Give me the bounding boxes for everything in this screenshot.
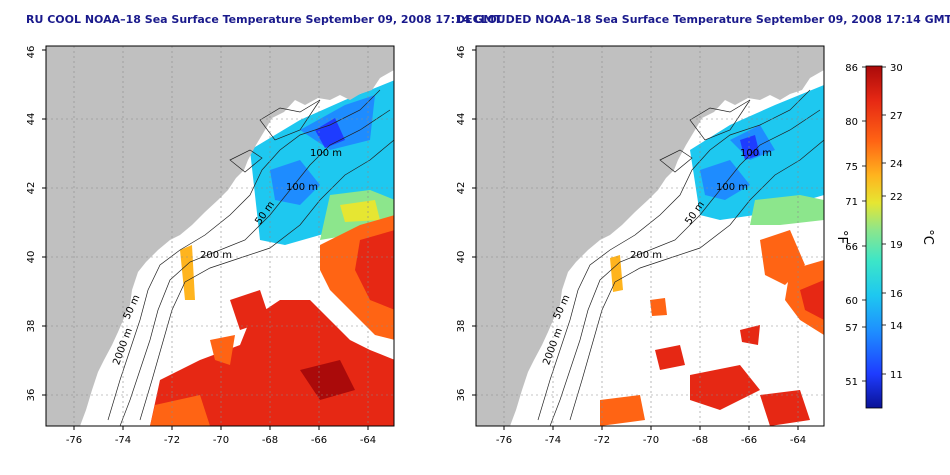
celsius-tick: 30: [890, 63, 903, 74]
right-contours: [537, 89, 824, 426]
fahrenheit-tick: 86: [845, 63, 858, 74]
lon-tick-label: -70: [643, 435, 659, 446]
lat-tick-label: 40: [26, 251, 37, 264]
lat-tick-label: 42: [456, 182, 467, 195]
right-map-frame: [475, 45, 825, 427]
right-contour-label: 100 m: [740, 148, 772, 159]
lon-tick-label: -64: [790, 435, 806, 446]
celsius-tick: 19: [890, 240, 903, 251]
lon-tick-label: -66: [311, 435, 327, 446]
celsius-tick: 14: [890, 321, 903, 332]
celsius-tick: 16: [890, 289, 903, 300]
fahrenheit-tick: 75: [845, 162, 858, 173]
right-panel-title: DECLOUDED NOAA–18 Sea Surface Temperatur…: [456, 13, 950, 26]
left-map: 100 m 100 m 50 m 200 m 50 m 2000 m: [45, 45, 395, 427]
fahrenheit-tick: 71: [845, 197, 858, 208]
lon-tick-label: -72: [164, 435, 180, 446]
left-contour-label: 100 m: [286, 182, 318, 193]
lat-tick-label: 46: [26, 46, 37, 59]
lon-tick-label: -70: [213, 435, 229, 446]
left-contours: [107, 89, 394, 426]
celsius-tick: 22: [890, 192, 903, 203]
fahrenheit-tick: 51: [845, 377, 858, 388]
lon-tick-label: -64: [360, 435, 376, 446]
fahrenheit-tick: 66: [845, 242, 858, 253]
right-contour-label: 100 m: [716, 182, 748, 193]
lon-tick-label: -76: [66, 435, 82, 446]
lat-tick-label: 38: [456, 320, 467, 333]
lon-tick-label: -74: [545, 435, 561, 446]
left-gridlines: [46, 46, 394, 426]
left-sst-field: [150, 80, 394, 426]
right-sst-field: [600, 85, 824, 426]
lon-tick-label: -68: [262, 435, 278, 446]
lon-tick-label: -76: [496, 435, 512, 446]
left-map-frame: [45, 45, 395, 427]
right-land: [476, 46, 824, 426]
lon-tick-label: -68: [692, 435, 708, 446]
lat-tick-label: 46: [456, 46, 467, 59]
fahrenheit-tick: 57: [845, 323, 858, 334]
fahrenheit-tick: 80: [845, 117, 858, 128]
fahrenheit-unit-label: °F: [834, 230, 849, 244]
left-panel-title: RU COOL NOAA–18 Sea Surface Temperature …: [26, 13, 502, 26]
lat-tick-label: 36: [26, 389, 37, 402]
lon-tick-label: -74: [115, 435, 131, 446]
lat-tick-label: 44: [26, 113, 37, 126]
right-map: 100 m 100 m 50 m 200 m 50 m 2000 m: [475, 45, 825, 427]
left-contour-label: 200 m: [200, 250, 232, 261]
celsius-tick: 24: [890, 159, 903, 170]
axis-tick-marks: [42, 49, 799, 430]
lat-tick-label: 42: [26, 182, 37, 195]
celsius-tick: 27: [890, 111, 903, 122]
right-gridlines: [476, 46, 824, 426]
lat-tick-label: 40: [456, 251, 467, 264]
colorbar-gradient: [865, 65, 883, 409]
lat-tick-label: 44: [456, 113, 467, 126]
lon-tick-label: -66: [741, 435, 757, 446]
temperature-colorbar: 86 80 75 71 66 60 57 51 30 27 24 22 19 1…: [834, 63, 935, 409]
celsius-unit-label: °C: [920, 229, 935, 245]
right-contour-label: 200 m: [630, 250, 662, 261]
celsius-tick: 11: [890, 370, 903, 381]
left-land: [46, 46, 394, 426]
lat-tick-label: 38: [26, 320, 37, 333]
lon-tick-label: -72: [594, 435, 610, 446]
lat-tick-label: 36: [456, 389, 467, 402]
left-contour-label: 100 m: [310, 148, 342, 159]
fahrenheit-tick: 60: [845, 296, 858, 307]
